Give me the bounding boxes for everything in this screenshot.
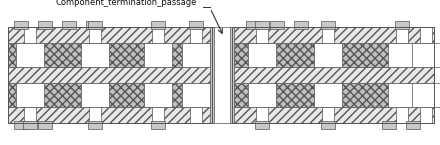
Bar (212, 27, 232, 123)
Bar (230, 27, 234, 123)
Bar (321, 121, 335, 129)
Bar (16, 43, 44, 67)
Bar (314, 43, 342, 67)
Bar (14, 121, 28, 129)
Bar (232, 27, 434, 43)
Bar (81, 83, 109, 107)
Bar (152, 107, 164, 123)
Bar (232, 67, 434, 83)
Bar (255, 121, 269, 129)
Bar (8, 83, 212, 107)
Bar (88, 21, 102, 29)
Bar (190, 27, 202, 43)
Bar (8, 67, 212, 83)
Bar (321, 21, 335, 29)
Bar (232, 27, 434, 123)
Bar (151, 121, 165, 129)
Bar (81, 43, 109, 67)
Bar (388, 83, 416, 107)
Bar (412, 83, 440, 107)
Bar (322, 107, 334, 123)
Bar (314, 83, 342, 107)
Bar (16, 83, 44, 107)
Bar (86, 21, 100, 29)
Bar (89, 27, 101, 43)
Bar (189, 21, 203, 29)
Bar (396, 27, 408, 43)
Bar (24, 107, 36, 123)
Bar (294, 21, 308, 29)
Bar (144, 43, 172, 67)
Bar (8, 27, 212, 43)
Bar (23, 121, 37, 129)
Bar (248, 43, 276, 67)
Bar (8, 27, 212, 123)
Bar (322, 27, 334, 43)
Bar (388, 43, 416, 67)
Bar (246, 21, 260, 29)
Bar (14, 21, 28, 29)
Bar (270, 21, 284, 29)
Bar (144, 83, 172, 107)
Bar (24, 27, 36, 43)
Bar (190, 107, 202, 123)
Bar (8, 43, 212, 67)
Bar (88, 121, 102, 129)
Bar (395, 21, 409, 29)
Bar (420, 27, 432, 43)
Bar (62, 21, 76, 29)
Bar (396, 107, 408, 123)
Bar (256, 107, 268, 123)
Bar (38, 21, 52, 29)
Bar (420, 107, 432, 123)
Bar (406, 121, 420, 129)
Bar (232, 43, 434, 67)
Bar (248, 83, 276, 107)
Text: Component_termination_passage: Component_termination_passage (55, 0, 196, 7)
Bar (152, 27, 164, 43)
Bar (89, 107, 101, 123)
Bar (255, 21, 269, 29)
Bar (38, 121, 52, 129)
Bar (151, 21, 165, 29)
Bar (412, 43, 440, 67)
Bar (256, 27, 268, 43)
Bar (382, 121, 396, 129)
Bar (232, 83, 434, 107)
Bar (232, 107, 434, 123)
Bar (8, 107, 212, 123)
Bar (182, 83, 210, 107)
Bar (182, 43, 210, 67)
Bar (210, 27, 214, 123)
